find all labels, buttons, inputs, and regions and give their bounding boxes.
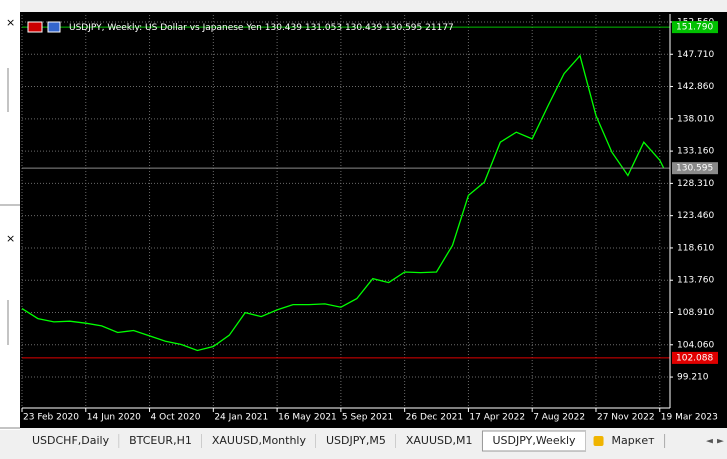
tab-bg[interactable] xyxy=(201,431,316,451)
y-tick-label: 138.010 xyxy=(677,114,714,124)
chart-bg[interactable] xyxy=(20,12,727,428)
scroll-left[interactable]: ◄ xyxy=(706,437,713,447)
tab[interactable]: USDJPY,M5 xyxy=(316,431,397,451)
price-line xyxy=(21,54,665,352)
symbol: USDJPY, Weekly: US Dollar vs Japanese Ye… xyxy=(69,23,262,33)
high: 131.053 xyxy=(305,23,342,33)
open: 130.439 xyxy=(265,23,302,33)
volume: 21177 xyxy=(425,23,454,33)
chart-icon xyxy=(27,21,43,33)
tab-label[interactable]: XAUUSD,Monthly xyxy=(212,434,307,447)
tab[interactable]: Маркет xyxy=(585,431,666,451)
close: 130.595 xyxy=(385,23,422,33)
x-tick-label: 4 Oct 2020 xyxy=(151,413,201,423)
x-tick-label: 26 Dec 2021 xyxy=(406,413,464,423)
x-tick-label: 16 May 2021 xyxy=(278,413,337,423)
close-icon[interactable]: × xyxy=(6,232,15,245)
tab-label[interactable]: XAUUSD,M1 xyxy=(406,434,473,447)
low: 130.439 xyxy=(345,23,382,33)
x-tick-label: 5 Sep 2021 xyxy=(342,413,393,423)
y-tick-label: 118.610 xyxy=(677,243,714,253)
y-tick-label: 142.860 xyxy=(677,82,714,92)
y-tick-label: 104.060 xyxy=(677,340,714,350)
y-tick-label: 123.460 xyxy=(677,211,714,221)
y-tick-label: 133.160 xyxy=(677,147,714,157)
tab[interactable]: USDCHF,Daily xyxy=(22,431,120,451)
x-tick-label: 19 Mar 2023 xyxy=(661,413,718,423)
tab[interactable]: USDJPY,Weekly xyxy=(481,430,587,452)
x-tick-label: 7 Aug 2022 xyxy=(533,413,585,423)
y-tick-label: 99.210 xyxy=(677,373,709,383)
tab[interactable]: XAUUSD,M1 xyxy=(395,431,483,451)
tab-label[interactable]: USDCHF,Daily xyxy=(32,434,110,447)
lock-icon xyxy=(593,436,604,446)
x-tick-label: 27 Nov 2022 xyxy=(597,413,655,423)
tab[interactable]: XAUUSD,Monthly xyxy=(201,431,317,451)
y-tick-label: 108.910 xyxy=(677,308,714,318)
close-icon[interactable]: × xyxy=(6,16,15,29)
tab-bg[interactable] xyxy=(395,431,483,451)
level-label-bg xyxy=(672,162,718,175)
level-label-bg xyxy=(672,21,718,34)
left-panel xyxy=(0,0,20,430)
level-label: 102.088 xyxy=(676,353,713,363)
x-tick-label: 24 Jan 2021 xyxy=(214,413,268,423)
tab-bg[interactable] xyxy=(119,431,202,451)
tab[interactable]: BTCEUR,H1 xyxy=(119,431,203,451)
level-label: 151.790 xyxy=(676,23,713,33)
scroll-right[interactable]: ► xyxy=(717,437,724,447)
tab-label[interactable]: Маркет xyxy=(612,434,656,447)
tab-bg[interactable] xyxy=(22,431,120,451)
x-tick-label: 17 Apr 2022 xyxy=(469,413,525,423)
y-tick-label: 128.310 xyxy=(677,179,714,189)
level-label: 130.595 xyxy=(676,164,713,174)
tab-label[interactable]: BTCEUR,H1 xyxy=(129,434,192,447)
chart-icon xyxy=(47,21,61,33)
tab-label[interactable]: USDJPY,M5 xyxy=(326,434,386,447)
tab-bg[interactable] xyxy=(316,431,396,451)
chart-header: USDJPY, Weekly: US Dollar vs Japanese Ye… xyxy=(69,23,454,33)
level-label-bg xyxy=(672,351,718,364)
x-tick-label: 14 Jun 2020 xyxy=(87,413,141,423)
tab-bg[interactable] xyxy=(585,431,665,451)
tab-label[interactable]: USDJPY,Weekly xyxy=(492,434,576,447)
y-tick-label: 113.760 xyxy=(677,276,714,286)
x-tick-label: 23 Feb 2020 xyxy=(23,413,79,423)
y-tick-label: 147.710 xyxy=(677,50,714,60)
